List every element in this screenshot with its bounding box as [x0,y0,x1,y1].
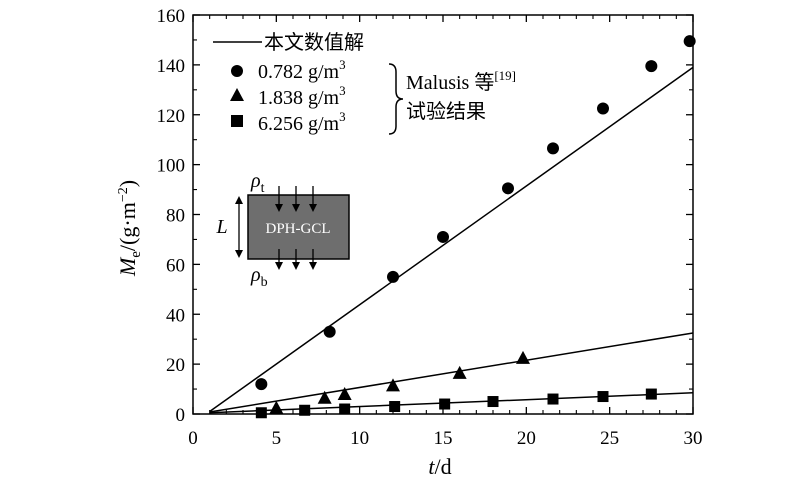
x-tick-label: 25 [600,428,619,449]
data-point-circle [502,182,514,195]
inset-arrow-icon [309,204,317,212]
legend-series-2-label: 1.838 g/m3 [258,83,346,109]
x-tick-label: 15 [434,428,453,449]
data-points [255,35,696,419]
fit-line-series-3 [209,392,694,414]
data-point-square [487,396,499,408]
data-point-circle [597,102,609,115]
legend-circle-marker [231,65,243,77]
inset-arrow-icon [275,204,283,212]
y-tick-label: 100 [157,156,186,177]
y-tick-label: 40 [166,305,185,326]
data-point-triangle [516,350,530,364]
legend-series-3-label: 6.256 g/m3 [258,109,346,135]
legend-line-label: 本文数值解 [264,31,364,54]
data-point-square [439,398,451,410]
y-tick-label: 80 [166,206,185,227]
data-point-circle [683,35,696,48]
data-point-square [299,404,311,416]
inset-bottom-density-label: ρb [250,264,268,290]
data-point-triangle [337,387,352,401]
legend: 本文数值解 0.782 g/m3 1.838 g/m3 6.256 g/m3 M… [213,31,516,135]
fit-line-series-1 [209,66,694,413]
y-tick-label: 60 [166,255,185,276]
y-tick-label: 0 [176,405,186,426]
ticks: 0 5 10 15 20 25 30 0 20 40 60 80 100 120 140 160 [157,6,703,449]
data-point-circle [255,378,268,391]
y-axis-title: Me/(g·m−2) [115,180,144,277]
legend-series-1-label: 0.782 g/m3 [258,57,346,83]
x-tick-label: 0 [188,428,198,449]
legend-group-label-line2: 试验结果 [406,100,486,123]
fit-line-series-2 [209,332,694,413]
data-point-triangle [452,365,467,379]
inset-arrow-icon [292,262,300,270]
data-point-circle [645,60,658,73]
y-tick-label: 20 [166,355,185,376]
data-point-triangle [317,390,332,404]
data-point-circle [547,142,559,155]
data-point-square [389,401,401,413]
data-point-square [645,388,657,400]
inset-arrow-icon [275,262,283,270]
y-tick-label: 140 [157,56,186,77]
inset-specimen-label: DPH-GCL [265,221,330,237]
legend-square-marker [231,115,243,127]
legend-group-brace [388,63,404,135]
data-point-circle [323,325,336,338]
x-tick-label: 5 [272,428,282,449]
data-point-square [597,391,609,403]
inset-arrow-icon [292,204,300,212]
inset-dimension-arrow-icon [235,250,243,258]
data-point-circle [387,270,399,283]
inset-arrow-icon [309,262,317,270]
y-tick-label: 120 [157,106,186,127]
legend-group-label: Malusis 等[19] [406,68,516,94]
data-point-square [547,393,559,405]
y-tick-label: 160 [157,6,186,27]
data-point-square [339,403,351,415]
x-axis-title: t/d [428,454,451,479]
x-tick-label: 30 [684,428,703,449]
inset-top-density-label: ρt [250,170,265,196]
x-tick-label: 20 [517,428,536,449]
inset-dimension-arrow-icon [235,196,243,204]
legend-triangle-marker [230,88,244,101]
x-tick-label: 10 [350,428,369,449]
data-point-square [255,407,267,419]
dph-gcl-inset: DPH-GCL L ρt ρb [215,170,350,290]
data-point-circle [437,230,449,243]
inset-thickness-label: L [215,216,227,238]
fit-lines [209,66,694,414]
data-point-triangle [386,378,400,392]
